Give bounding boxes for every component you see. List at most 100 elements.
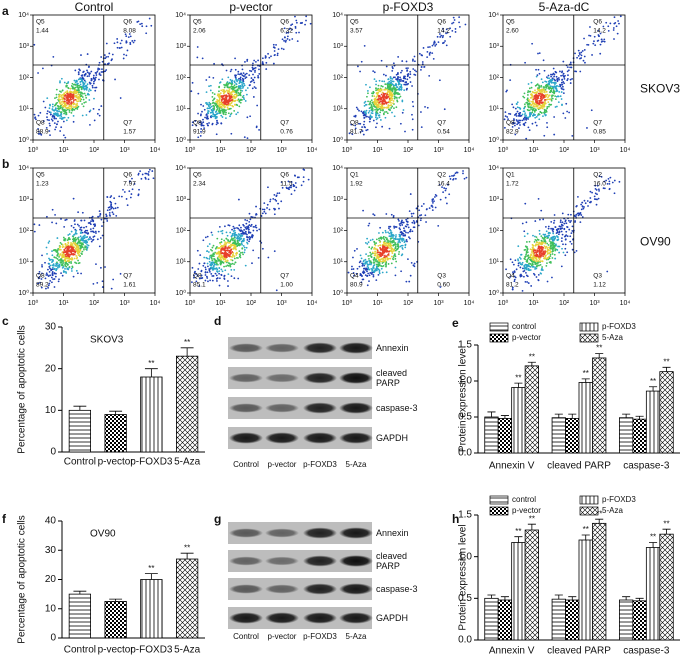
event-dot — [511, 103, 513, 105]
row-label: OV90 — [640, 235, 671, 249]
y-tick-label: 10¹ — [19, 259, 30, 266]
event-dot — [71, 225, 73, 227]
event-dot — [390, 238, 392, 240]
event-dot — [516, 268, 518, 270]
event-dot — [310, 23, 312, 25]
event-dot — [451, 30, 453, 32]
quadrant-value: 89.2 — [36, 282, 49, 289]
event-dot — [77, 93, 79, 95]
x-tick-label: 10⁴ — [464, 300, 475, 307]
event-dot — [219, 98, 221, 100]
event-dot — [219, 82, 221, 84]
event-dot — [85, 101, 87, 103]
event-dot — [219, 243, 221, 245]
event-dot — [405, 67, 407, 69]
event-dot — [277, 192, 279, 194]
event-dot — [614, 16, 616, 18]
event-dot — [76, 257, 78, 259]
event-dot — [73, 121, 75, 123]
event-dot — [557, 246, 559, 248]
event-dot — [50, 113, 52, 115]
event-dot — [252, 63, 254, 65]
event-dot — [196, 57, 198, 59]
quadrant-value: 88.9 — [36, 129, 49, 136]
event-dot — [540, 210, 542, 212]
event-dot — [74, 80, 76, 82]
event-dot — [80, 227, 82, 229]
event-dot — [551, 82, 553, 84]
event-dot — [251, 262, 253, 264]
event-dot — [229, 225, 231, 227]
y-tick-label: 10⁴ — [18, 165, 29, 172]
event-dot — [395, 106, 397, 108]
event-dot — [79, 69, 81, 71]
event-dot — [283, 48, 285, 50]
event-dot — [33, 44, 35, 46]
event-dot — [386, 271, 388, 273]
event-dot — [82, 71, 84, 73]
event-dot — [295, 32, 297, 34]
event-dot — [110, 208, 112, 210]
event-dot — [407, 75, 409, 77]
event-dot — [275, 44, 277, 46]
event-dot — [364, 259, 366, 261]
event-dot — [432, 202, 434, 204]
event-dot — [601, 39, 603, 41]
event-dot — [217, 108, 219, 110]
event-dot — [360, 254, 362, 256]
x-tick-label: 10¹ — [215, 300, 226, 307]
event-dot — [367, 90, 369, 92]
event-dot — [217, 113, 219, 115]
y-tick-label: 10⁰ — [18, 136, 29, 144]
event-dot — [607, 183, 609, 185]
event-dot — [75, 96, 77, 98]
event-dot — [366, 238, 368, 240]
flow-plot: 10⁰10⁰10¹10¹10²10²10³10³10⁴10⁴Q51.44Q68.… — [18, 12, 160, 154]
event-dot — [82, 212, 84, 214]
y-tick-label: 10³ — [176, 43, 187, 50]
event-dot — [224, 241, 226, 243]
event-dot — [449, 175, 451, 177]
event-dot — [404, 241, 406, 243]
event-dot — [211, 106, 213, 108]
event-dot — [246, 60, 248, 62]
event-dot — [395, 234, 397, 236]
event-dot — [600, 44, 602, 46]
event-dot — [521, 254, 523, 256]
event-dot — [558, 252, 560, 254]
event-dot — [375, 126, 377, 128]
event-dot — [249, 84, 251, 86]
event-dot — [265, 57, 267, 59]
event-dot — [535, 122, 537, 124]
event-dot — [220, 269, 222, 271]
event-dot — [559, 84, 561, 86]
event-dot — [100, 56, 102, 58]
event-dot — [46, 216, 48, 218]
event-dot — [577, 196, 579, 198]
event-dot — [539, 93, 541, 95]
event-dot — [66, 101, 68, 103]
event-dot — [59, 117, 61, 119]
event-dot — [519, 107, 521, 109]
event-dot — [398, 97, 400, 99]
event-dot — [376, 260, 378, 262]
event-dot — [361, 126, 363, 128]
event-dot — [294, 175, 296, 177]
event-dot — [370, 272, 372, 274]
event-dot — [83, 249, 85, 251]
event-dot — [512, 261, 514, 263]
event-dot — [539, 73, 541, 75]
event-dot — [216, 275, 218, 277]
event-dot — [55, 107, 57, 109]
event-dot — [249, 218, 251, 220]
event-dot — [405, 281, 407, 283]
event-dot — [364, 101, 366, 103]
event-dot — [229, 115, 231, 117]
quadrant-name: Q8 — [506, 120, 515, 127]
panel-letter: g — [214, 512, 221, 526]
event-dot — [145, 178, 147, 180]
event-dot — [227, 259, 229, 261]
event-dot — [379, 80, 381, 82]
event-dot — [580, 204, 582, 206]
event-dot — [112, 279, 114, 281]
